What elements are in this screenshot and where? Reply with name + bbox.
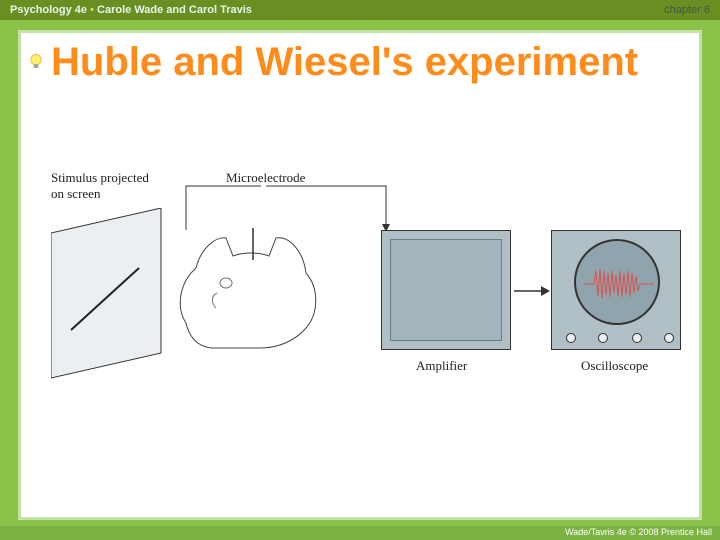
experiment-diagram: Stimulus projected on screen Microelectr… [51,188,669,408]
cat-head [171,228,321,358]
footer-bar: Wade/Tavris 4e © 2008 Prentice Hall [0,526,720,540]
lightbulb-icon [27,53,45,71]
amplifier-inner [390,239,502,341]
slide-title: Huble and Wiesel's experiment [51,41,638,83]
oscilloscope-screen [574,239,660,325]
amplifier-box [381,230,511,350]
oscilloscope-label: Oscilloscope [581,358,648,374]
amplifier-label: Amplifier [416,358,467,374]
projection-screen [51,208,166,383]
waveform-icon [576,241,662,327]
stimulus-label: Stimulus projected on screen [51,170,149,202]
title-row: Huble and Wiesel's experiment [21,33,699,83]
knob [632,333,642,343]
knob [598,333,608,343]
oscilloscope-box [551,230,681,350]
stimulus-l2: on screen [51,186,149,202]
book-authors: Psychology 4e • Carole Wade and Carol Tr… [10,4,252,16]
slide-panel: Huble and Wiesel's experiment Stimulus p… [18,30,702,520]
authors: Carole Wade and Carol Travis [97,4,252,16]
chapter-label: chapter 6 [664,4,710,16]
sep: • [90,4,94,16]
stimulus-l1: Stimulus projected [51,170,149,186]
header-bar: Psychology 4e • Carole Wade and Carol Tr… [0,0,720,20]
arrow-amp-scope [514,284,550,298]
knob [664,333,674,343]
book-title: Psychology 4e [10,4,87,16]
knob [566,333,576,343]
footer-text: Wade/Tavris 4e © 2008 Prentice Hall [565,527,712,537]
